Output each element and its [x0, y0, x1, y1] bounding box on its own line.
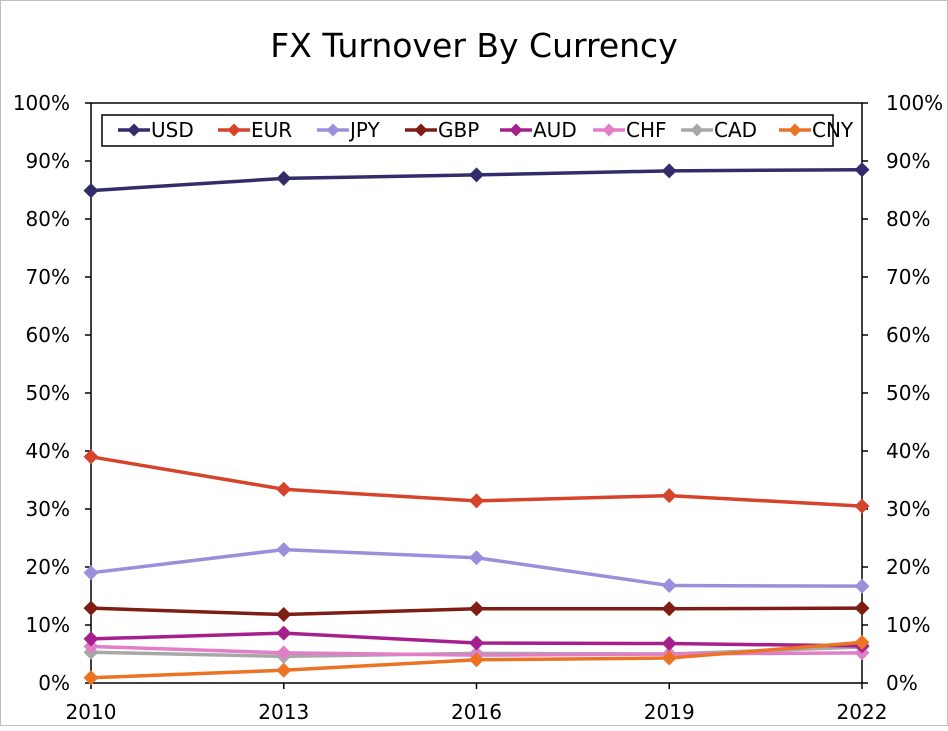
series-layer	[83, 162, 870, 686]
y-tick-label-right: 70%	[886, 265, 930, 289]
legend-item-eur: EUR	[218, 118, 292, 142]
data-point-gbp-2019	[661, 601, 677, 617]
series-gbp	[83, 600, 870, 623]
y-axis-left: 0% 10% 20% 30% 40% 50% 60% 70% 80% 90% 100%	[13, 91, 91, 695]
y-tick-label-right: 30%	[886, 497, 930, 521]
data-point-aud-2013	[276, 625, 292, 641]
y-tick-label-left: 30%	[26, 497, 70, 521]
legend-swatch-marker	[788, 123, 802, 137]
y-tick-label-left: 100%	[13, 91, 70, 115]
y-tick-label-left: 10%	[26, 613, 70, 637]
data-point-gbp-2013	[276, 607, 292, 623]
legend-swatch-marker	[326, 123, 340, 137]
legend-label: AUD	[533, 118, 577, 142]
y-tick-label-right: 10%	[886, 613, 930, 637]
data-point-jpy-2013	[276, 542, 292, 558]
y-tick-label-left: 70%	[26, 265, 70, 289]
series-jpy	[83, 542, 870, 594]
data-point-usd-2013	[276, 170, 292, 186]
x-axis: 2010 2013 2016 2019 2022	[66, 683, 888, 724]
y-tick-label-left: 20%	[26, 555, 70, 579]
data-point-eur-2022	[854, 498, 870, 514]
data-point-chf-2010	[83, 638, 99, 654]
y-tick-label-left: 90%	[26, 149, 70, 173]
data-point-aud-2010	[83, 631, 99, 647]
series-cny	[83, 634, 870, 686]
y-tick-label-left: 40%	[26, 439, 70, 463]
legend-swatch-marker	[509, 123, 523, 137]
legend: USD EUR JPY GBP AUD CHF CAD CNY	[101, 114, 854, 147]
data-point-usd-2019	[661, 163, 677, 179]
y-tick-label-right: 20%	[886, 555, 930, 579]
data-point-cny-2019	[661, 650, 677, 666]
legend-swatch-marker	[602, 123, 616, 137]
legend-item-cad: CAD	[681, 118, 757, 142]
data-point-jpy-2010	[83, 565, 99, 581]
data-point-cny-2022	[854, 634, 870, 650]
y-tick-label-right: 100%	[886, 91, 943, 115]
y-tick-label-left: 80%	[26, 207, 70, 231]
plot-area	[90, 102, 863, 684]
data-point-cny-2016	[469, 652, 484, 668]
data-point-chf-2013	[276, 645, 292, 661]
x-tick-label: 2013	[258, 700, 309, 724]
legend-item-aud: AUD	[500, 118, 577, 142]
x-tick-label: 2022	[837, 700, 888, 724]
y-tick-label-left: 50%	[26, 381, 70, 405]
series-usd	[83, 162, 870, 199]
data-point-gbp-2022	[854, 600, 870, 616]
legend-label: CHF	[626, 118, 667, 142]
y-axis-right: 0% 10% 20% 30% 40% 50% 60% 70% 80% 90% 100%	[862, 91, 943, 695]
data-point-usd-2016	[469, 167, 484, 183]
data-point-usd-2022	[854, 162, 870, 178]
data-point-aud-2019	[661, 636, 677, 652]
legend-label: GBP	[438, 118, 479, 142]
y-tick-label-right: 40%	[886, 439, 930, 463]
data-point-aud-2016	[469, 635, 484, 651]
y-tick-label-right: 80%	[886, 207, 930, 231]
data-point-cny-2010	[83, 670, 99, 686]
data-point-gbp-2010	[83, 600, 99, 616]
y-tick-label-right: 60%	[886, 323, 930, 347]
legend-swatch-marker	[227, 123, 241, 137]
legend-item-jpy: JPY	[317, 118, 381, 142]
data-point-cny-2013	[276, 662, 292, 678]
series-eur	[83, 449, 870, 514]
legend-swatch-marker	[690, 123, 704, 137]
legend-item-usd: USD	[118, 118, 194, 142]
data-point-jpy-2022	[854, 578, 870, 594]
data-point-usd-2010	[83, 183, 99, 199]
y-tick-label-left: 60%	[26, 323, 70, 347]
legend-label: CNY	[812, 118, 854, 142]
x-tick-label: 2016	[451, 700, 502, 724]
x-tick-label: 2019	[644, 700, 695, 724]
legend-label: CAD	[714, 118, 757, 142]
legend-swatch-marker	[414, 123, 428, 137]
y-tick-label-right: 90%	[886, 149, 930, 173]
data-point-jpy-2019	[661, 578, 677, 594]
y-tick-label-right: 0%	[886, 671, 918, 695]
x-tick-label: 2010	[66, 700, 117, 724]
legend-label: USD	[151, 118, 194, 142]
data-point-eur-2010	[83, 449, 99, 465]
chart-title: FX Turnover By Currency	[270, 26, 677, 65]
legend-item-cny: CNY	[779, 118, 854, 142]
data-point-eur-2019	[661, 488, 677, 504]
y-tick-label-right: 50%	[886, 381, 930, 405]
legend-label: JPY	[348, 118, 381, 142]
legend-item-gbp: GBP	[405, 118, 479, 142]
data-point-jpy-2016	[469, 550, 484, 566]
data-point-eur-2016	[469, 493, 484, 509]
data-point-gbp-2016	[469, 601, 484, 617]
y-tick-label-left: 0%	[38, 671, 70, 695]
legend-label: EUR	[251, 118, 292, 142]
legend-swatch-marker	[127, 123, 141, 137]
legend-item-chf: CHF	[593, 118, 667, 142]
data-point-eur-2013	[276, 481, 292, 497]
